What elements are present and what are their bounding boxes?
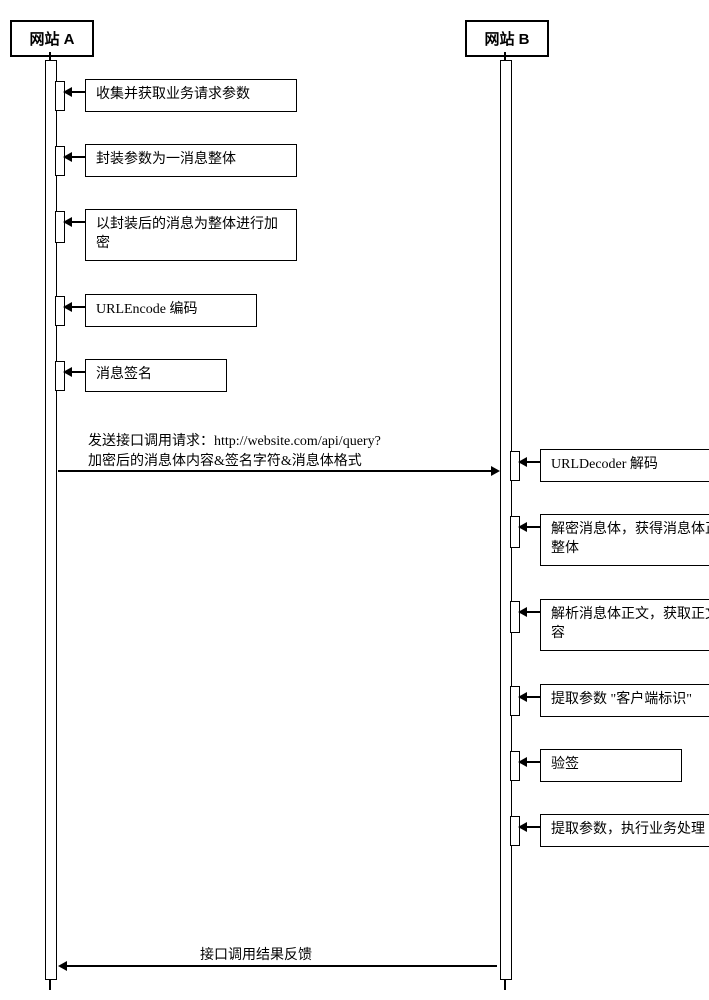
msg-request-arrow — [491, 466, 500, 476]
msg-response-label: 接口调用结果反馈 — [200, 946, 312, 966]
participant-a: 网站 A — [10, 20, 94, 57]
step-a2: 封装参数为一消息整体 — [85, 144, 297, 177]
arrowhead-a5 — [63, 367, 72, 377]
arrowhead-a3 — [63, 217, 72, 227]
arrowhead-a2 — [63, 152, 72, 162]
step-b3: 解析消息体正文，获取正文内容 — [540, 599, 709, 651]
msg-response-arrow — [58, 961, 67, 971]
step-b5: 验签 — [540, 749, 682, 782]
sequence-diagram: 网站 A 网站 B 收集并获取业务请求参数封装参数为一消息整体以封装后的消息为整体进… — [0, 0, 709, 1000]
step-b4: 提取参数 "客户端标识" — [540, 684, 709, 717]
arrowhead-a1 — [63, 87, 72, 97]
participant-b: 网站 B — [465, 20, 549, 57]
arrowhead-b6 — [518, 822, 527, 832]
act-b2 — [510, 516, 520, 548]
arrowhead-b4 — [518, 692, 527, 702]
arrowhead-b5 — [518, 757, 527, 767]
activation-a_main — [45, 60, 57, 980]
arrowhead-a4 — [63, 302, 72, 312]
step-a5: 消息签名 — [85, 359, 227, 392]
step-a3: 以封装后的消息为整体进行加密 — [85, 209, 297, 261]
msg-request-label: 发送接口调用请求：http://website.com/api/query? 加… — [88, 432, 468, 473]
step-a4: URLEncode 编码 — [85, 294, 257, 327]
arrowhead-b3 — [518, 607, 527, 617]
step-b1: URLDecoder 解码 — [540, 449, 709, 482]
step-b2: 解密消息体，获得消息体正文整体 — [540, 514, 709, 566]
step-b6: 提取参数，执行业务处理 — [540, 814, 709, 847]
step-a1: 收集并获取业务请求参数 — [85, 79, 297, 112]
act-b3 — [510, 601, 520, 633]
arrowhead-b1 — [518, 457, 527, 467]
arrowhead-b2 — [518, 522, 527, 532]
act-a3 — [55, 211, 65, 243]
